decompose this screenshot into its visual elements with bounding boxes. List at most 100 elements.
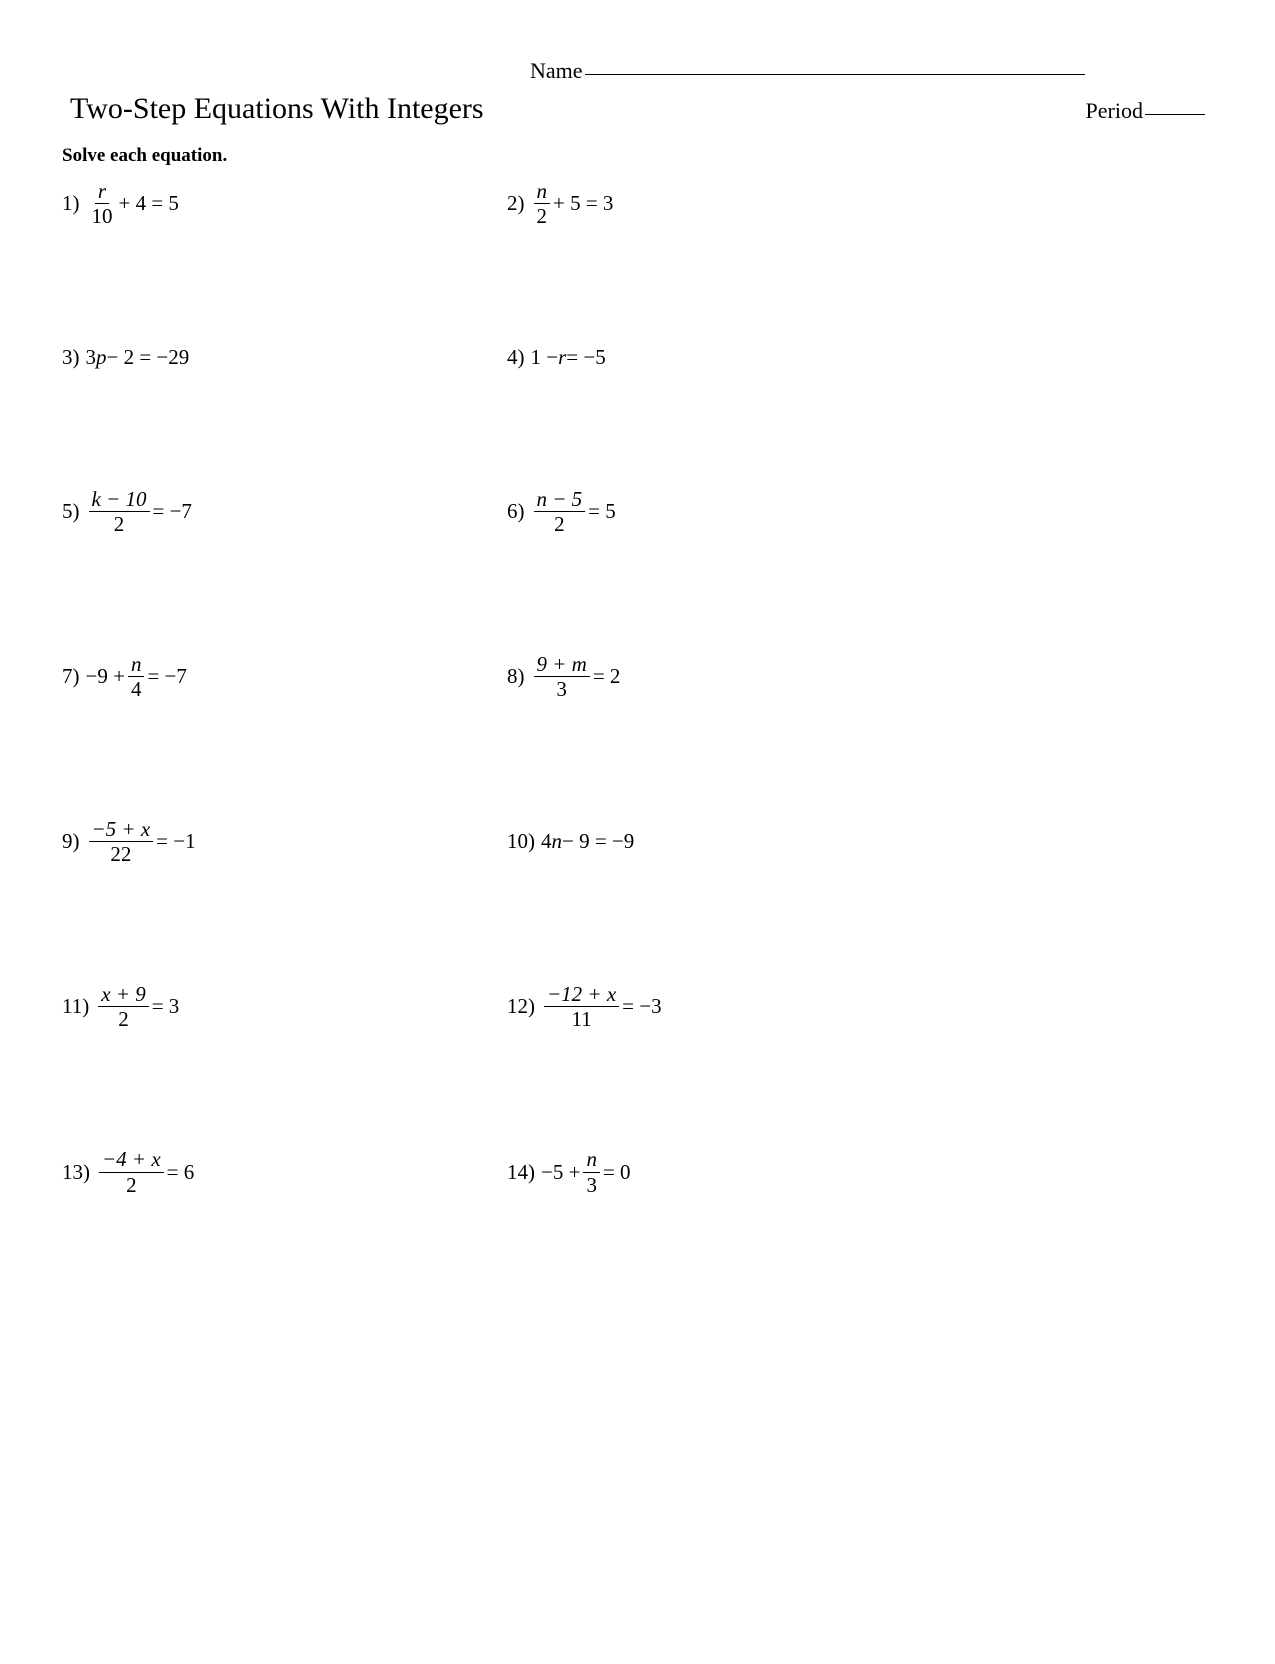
problem-number: 1) [62,191,80,216]
fraction: n − 5 2 [534,488,586,535]
equation-rest: = −3 [622,994,661,1019]
fraction-denominator: 2 [534,204,551,227]
problem-12: 12) −12 + x 11 = −3 [507,983,1205,1030]
fraction-denominator: 3 [553,677,570,700]
equation-var: p [96,345,107,370]
equation-rest: = −7 [153,499,192,524]
problem-10: 10) 4n − 9 = −9 [507,818,1205,865]
name-blank-line[interactable] [585,74,1085,75]
problem-4: 4) 1 − r = −5 [507,345,1205,370]
problem-5: 5) k − 10 2 = −7 [62,488,507,535]
problem-8: 8) 9 + m 3 = 2 [507,653,1205,700]
problem-number: 13) [62,1160,90,1185]
equation-rest: = 3 [152,994,180,1019]
equation-rest: + 5 = 3 [553,191,613,216]
problem-13: 13) −4 + x 2 = 6 [62,1148,507,1195]
problem-number: 5) [62,499,80,524]
name-label: Name [530,58,583,83]
fraction-denominator: 3 [583,1173,600,1196]
fraction-numerator: x + 9 [98,983,149,1007]
equation: r 10 + 4 = 5 [86,180,179,227]
equation: −4 + x 2 = 6 [96,1148,194,1195]
title-row: Two-Step Equations With Integers Period [70,92,1205,126]
problem-number: 4) [507,345,525,370]
fraction-numerator: 9 + m [534,653,590,677]
equation-before: −9 + [86,664,125,689]
equation: n 2 + 5 = 3 [531,180,614,227]
problem-row: 7) −9 + n 4 = −7 8) 9 + m 3 [62,653,1205,700]
equation: 3p − 2 = −29 [86,345,190,370]
problem-number: 9) [62,829,80,854]
equation-rest: = 2 [593,664,621,689]
equation: 4n − 9 = −9 [541,829,634,854]
fraction-numerator: k − 10 [89,488,150,512]
instructions: Solve each equation. [62,145,227,167]
fraction-numerator: −12 + x [544,983,619,1007]
equation: −9 + n 4 = −7 [86,653,187,700]
fraction: 9 + m 3 [534,653,590,700]
equation-rest: = −1 [156,829,195,854]
equation-rest: = 6 [167,1160,195,1185]
equation-after: = −5 [566,345,605,370]
period-blank-line[interactable] [1145,114,1205,115]
fraction: n 3 [583,1148,600,1195]
equation-before: 1 − [531,345,559,370]
problem-number: 8) [507,664,525,689]
fraction: r 10 [89,180,116,227]
equation: −12 + x 11 = −3 [541,983,662,1030]
equation-rest: = −7 [147,664,186,689]
fraction-denominator: 2 [111,512,128,535]
problem-row: 1) r 10 + 4 = 5 2) n 2 + 5 = 3 [62,180,1205,227]
fraction-numerator: n − 5 [534,488,586,512]
period-label: Period [1086,98,1143,123]
problem-row: 13) −4 + x 2 = 6 14) −5 + n 3 [62,1148,1205,1195]
worksheet-page: Name Two-Step Equations With Integers Pe… [0,0,1275,1664]
fraction-numerator: −5 + x [89,818,154,842]
problem-number: 2) [507,191,525,216]
problem-row: 9) −5 + x 22 = −1 10) 4n − 9 = −9 [62,818,1205,865]
equation-var: n [552,829,563,854]
problem-number: 3) [62,345,80,370]
fraction-numerator: n [128,653,145,677]
equation: x + 9 2 = 3 [95,983,179,1030]
equation-var: r [558,345,566,370]
problem-row: 3) 3p − 2 = −29 4) 1 − r = −5 [62,345,1205,370]
equation-rest: = 5 [588,499,616,524]
equation: k − 10 2 = −7 [86,488,192,535]
fraction-denominator: 10 [89,204,116,227]
fraction-numerator: n [583,1148,600,1172]
problems-grid: 1) r 10 + 4 = 5 2) n 2 + 5 = 3 [62,180,1205,1314]
equation-rest: = 0 [603,1160,631,1185]
problem-6: 6) n − 5 2 = 5 [507,488,1205,535]
fraction: n 4 [128,653,145,700]
fraction-denominator: 11 [568,1007,594,1030]
problem-7: 7) −9 + n 4 = −7 [62,653,507,700]
problem-11: 11) x + 9 2 = 3 [62,983,507,1030]
name-field: Name [530,58,1085,84]
fraction: −4 + x 2 [99,1148,164,1195]
fraction-denominator: 4 [128,677,145,700]
problem-9: 9) −5 + x 22 = −1 [62,818,507,865]
problem-number: 12) [507,994,535,1019]
fraction-numerator: −4 + x [99,1148,164,1172]
problem-2: 2) n 2 + 5 = 3 [507,180,1205,227]
problem-number: 11) [62,994,89,1019]
problem-1: 1) r 10 + 4 = 5 [62,180,507,227]
fraction-numerator: r [95,180,109,204]
problem-14: 14) −5 + n 3 = 0 [507,1148,1205,1195]
fraction-denominator: 22 [107,842,134,865]
fraction: −5 + x 22 [89,818,154,865]
fraction-numerator: n [534,180,551,204]
fraction: −12 + x 11 [544,983,619,1030]
equation-before: 4 [541,829,552,854]
equation-after: − 9 = −9 [562,829,634,854]
fraction-denominator: 2 [551,512,568,535]
problem-number: 14) [507,1160,535,1185]
equation: 1 − r = −5 [531,345,606,370]
equation: n − 5 2 = 5 [531,488,616,535]
fraction-denominator: 2 [123,1173,140,1196]
fraction: n 2 [534,180,551,227]
equation: −5 + x 22 = −1 [86,818,196,865]
problem-row: 11) x + 9 2 = 3 12) −12 + x 11 = −3 [62,983,1205,1030]
problem-number: 6) [507,499,525,524]
